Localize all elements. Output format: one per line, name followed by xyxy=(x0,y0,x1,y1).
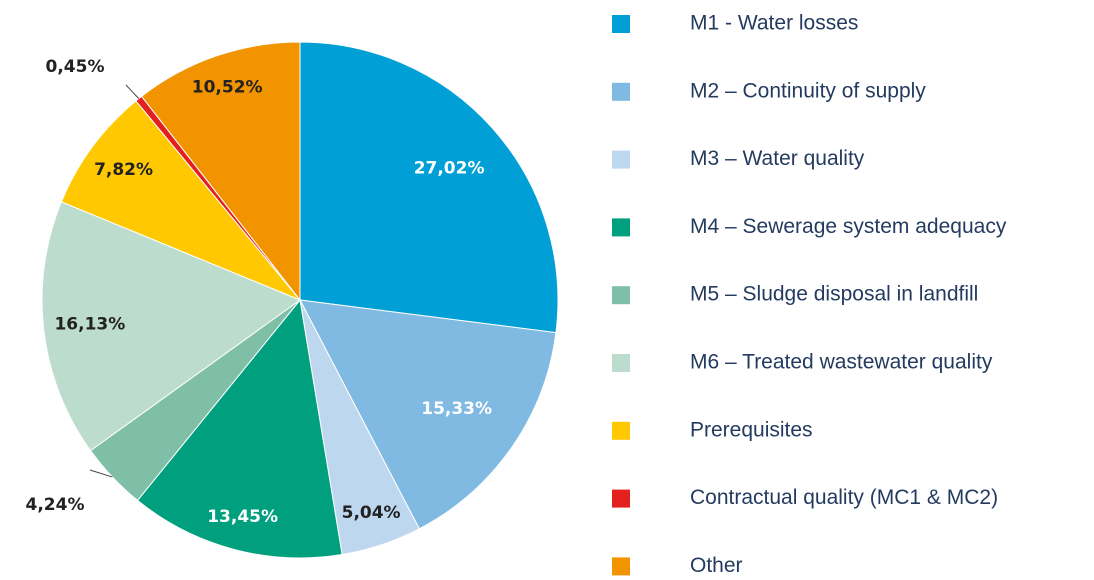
legend-swatch xyxy=(612,15,630,33)
slice-label: 5,04% xyxy=(342,503,401,523)
legend-swatch xyxy=(612,421,630,440)
pie-slice xyxy=(299,299,557,530)
legend-label: M5 – Sludge disposal in landfill xyxy=(690,283,978,306)
leader-line xyxy=(89,469,113,478)
slice-label: 4,24% xyxy=(26,495,85,515)
slice-label: 10,52% xyxy=(192,78,263,98)
legend-label: M3 – Water quality xyxy=(690,147,865,170)
slice-label: 7,82% xyxy=(94,160,153,180)
pie-slice xyxy=(136,298,343,559)
slice-label: 13,45% xyxy=(207,507,278,527)
slice-label: 15,33% xyxy=(421,399,492,419)
legend-swatch xyxy=(612,218,630,237)
pie-slice xyxy=(41,201,302,452)
pie-slice xyxy=(140,41,301,302)
legend-swatch xyxy=(612,489,630,508)
legend-swatch xyxy=(612,150,630,169)
legend-label: Contractual quality (MC1 & MC2) xyxy=(690,486,998,509)
pie-slice xyxy=(299,41,559,334)
legend-label: M1 - Water losses xyxy=(690,12,858,35)
legend-label: M4 – Sewerage system adequacy xyxy=(690,215,1007,238)
legend-label: M2 – Continuity of supply xyxy=(690,79,926,102)
legend-swatch xyxy=(612,557,630,576)
slice-label: 0,45% xyxy=(46,57,105,77)
leader-line xyxy=(125,84,140,99)
slice-label: 16,13% xyxy=(54,315,125,335)
legend-swatch xyxy=(612,286,630,305)
legend-swatch xyxy=(612,354,630,372)
pie-slice xyxy=(60,100,301,301)
legend-label: Other xyxy=(690,554,743,577)
legend-label: Prerequisites xyxy=(690,418,813,441)
slice-label: 27,02% xyxy=(414,159,485,179)
legend-label: M6 – Treated wastewater quality xyxy=(690,351,993,374)
legend-swatch xyxy=(612,82,630,101)
